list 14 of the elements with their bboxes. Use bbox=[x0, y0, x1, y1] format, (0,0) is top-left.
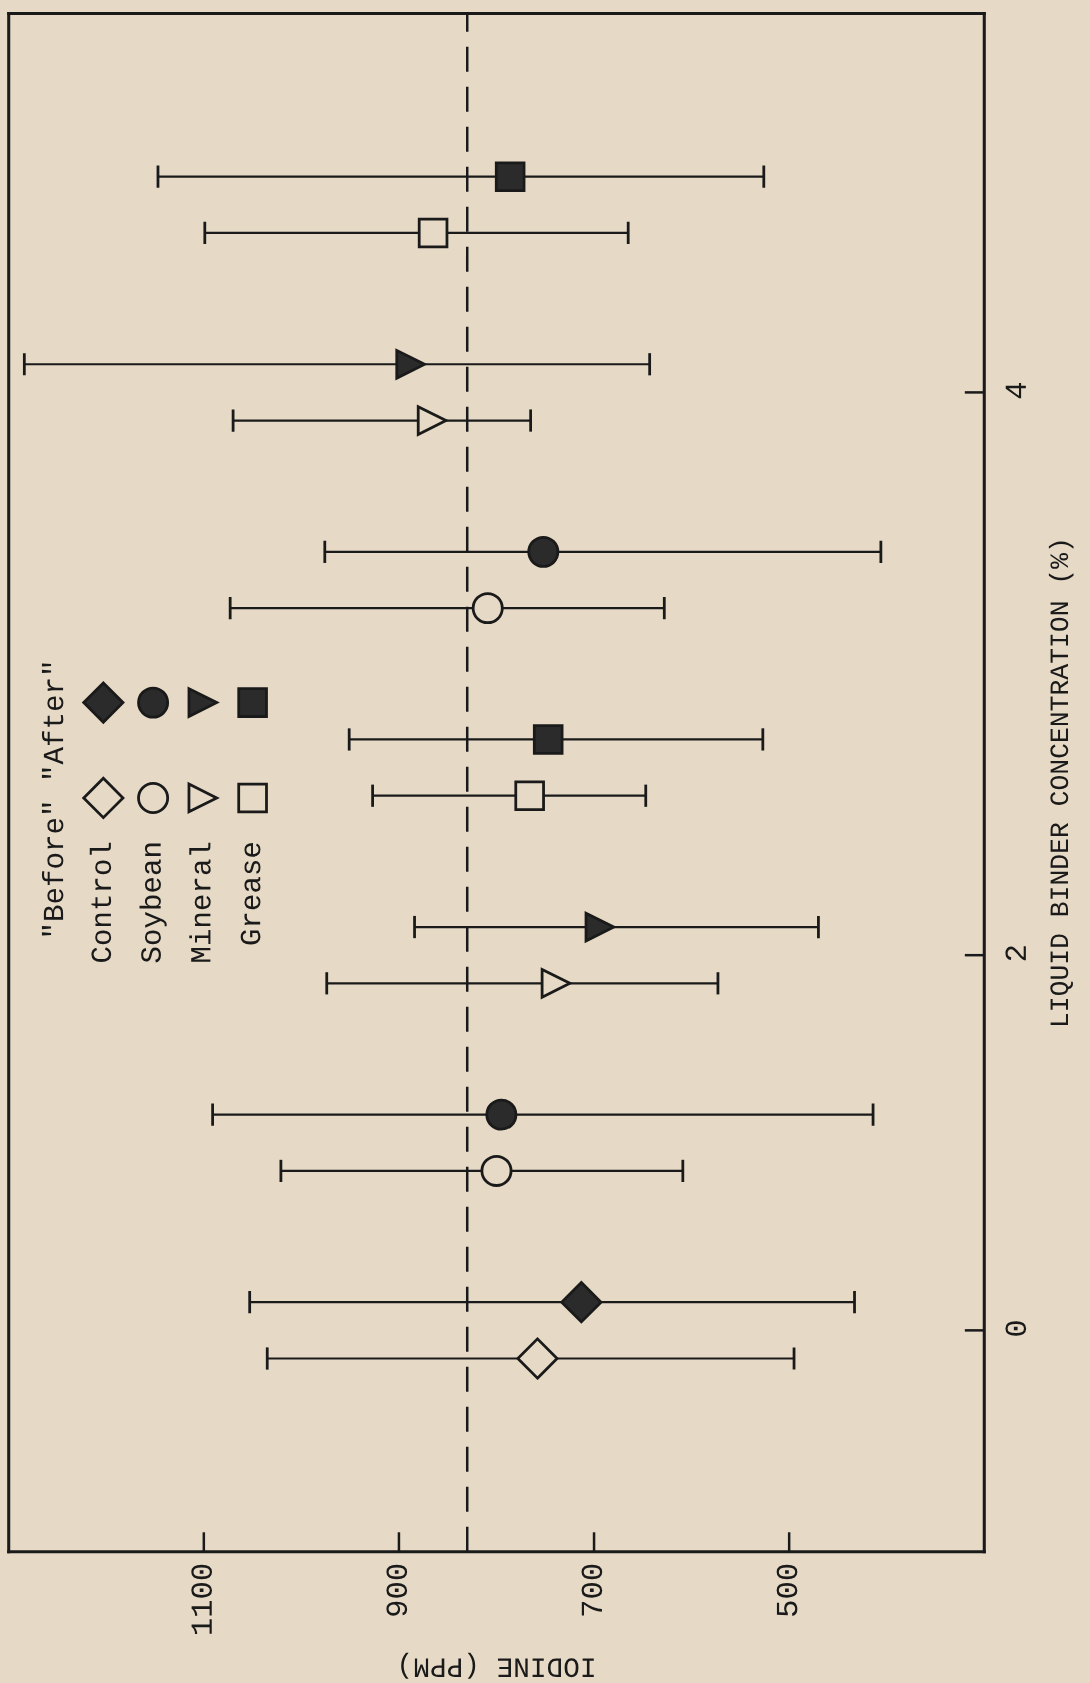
y-tick-label: 0 bbox=[1005, 1321, 1027, 1336]
y-tick-label: 4 bbox=[1005, 382, 1026, 399]
legend-label: Control bbox=[89, 842, 112, 962]
y-tick-label: 2 bbox=[1005, 946, 1026, 961]
legend-label: Grease bbox=[240, 842, 261, 945]
x-tick-label: 700 bbox=[581, 1564, 603, 1616]
x-tick-label: 900 bbox=[386, 1564, 408, 1616]
x-tick-label: 1100 bbox=[191, 1564, 213, 1634]
legend-title: "Before" "After" bbox=[41, 663, 64, 936]
x-tick-label: 500 bbox=[776, 1564, 798, 1616]
legend-label: Soybean bbox=[139, 843, 167, 963]
legend-label: Mineral bbox=[189, 842, 211, 962]
x-axis-title: IODINE (PPM) bbox=[401, 1652, 594, 1679]
y-axis-title: LIQUID BINDER CONCENTRATION (%) bbox=[1048, 541, 1074, 1026]
